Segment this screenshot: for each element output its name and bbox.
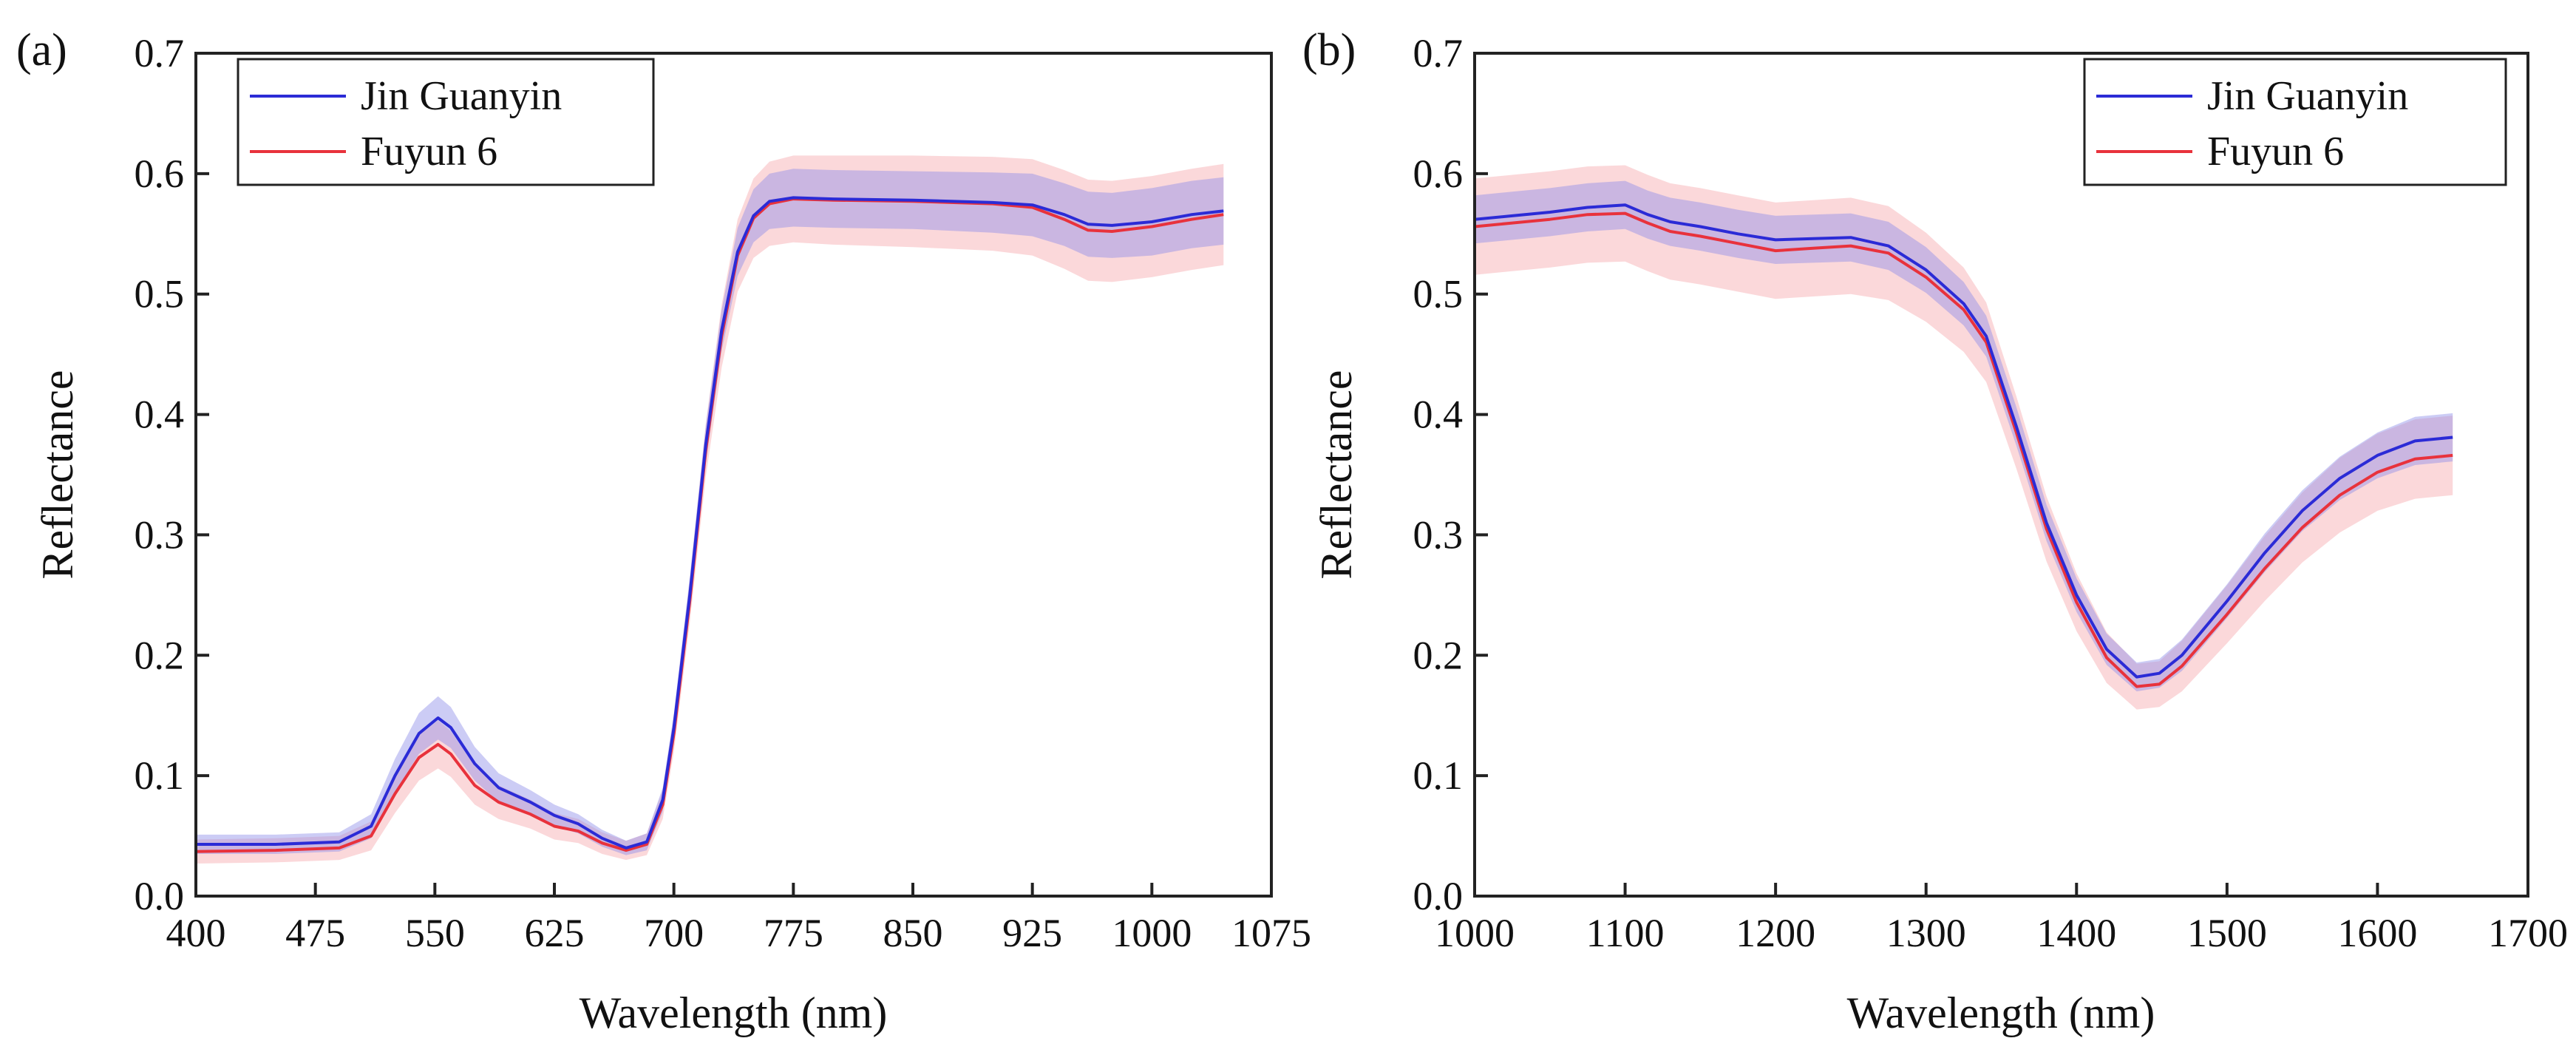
- panel-a-x-axis-title: Wavelength (nm): [580, 989, 888, 1037]
- panel-a-label: (a): [16, 25, 67, 75]
- panel-a-y-tick-label: 0.6: [135, 152, 185, 196]
- panel-a-series-line-fuyun-6: [195, 197, 1224, 853]
- panel-b-x-tick-label: 1100: [1586, 911, 1665, 955]
- panel-a-y-tick-label: 0.1: [135, 753, 185, 798]
- panel-b-band-fuyun-6: [1475, 165, 2453, 710]
- panel-b-y-tick-label: 0.6: [1413, 152, 1464, 196]
- panel-a-band-jin-guanyin: [196, 169, 1224, 855]
- panel-b-y-tick-label: 0.3: [1413, 512, 1464, 557]
- panel-a-lines: [195, 196, 1224, 853]
- panel-a-legend-box: [237, 58, 655, 186]
- panel-b-bands: [1475, 165, 2453, 710]
- panel-a-legend: Jin Guanyin Fuyun 6: [237, 58, 655, 186]
- panel-a-x-ticks: 400 475 550 625 700 775 850 925 1000 1075: [166, 883, 1311, 955]
- panel-b-band-jin-guanyin: [1475, 180, 2453, 692]
- panel-b-y-tick-label: 0.0: [1413, 874, 1464, 918]
- panel-a-y-tick-label: 0.0: [135, 874, 185, 918]
- panel-a-band-fuyun-6: [196, 155, 1224, 864]
- panel-b: (b) 1000 1100 1200 1300 1400 1500 1600 1700 0.0…: [1302, 25, 2568, 1037]
- panel-a-x-tick-label: 475: [285, 911, 345, 955]
- panel-a-series-line-jin-guanyin: [196, 196, 1224, 850]
- panel-b-y-tick-label: 0.1: [1413, 753, 1464, 798]
- panel-a-x-tick-label: 1000: [1112, 911, 1192, 955]
- panel-b-legend: Jin Guanyin Fuyun 6: [2083, 58, 2507, 186]
- panel-b-legend-label-jin-guanyin: Jin Guanyin: [2207, 73, 2408, 119]
- panel-a-bands: [196, 155, 1224, 864]
- panel-b-series-line-fuyun-6: [1474, 211, 2453, 688]
- panel-b-x-tick-label: 1700: [2488, 911, 2568, 955]
- panel-a-x-tick-label: 625: [525, 911, 585, 955]
- panel-a-plot-frame: [194, 52, 1273, 898]
- panel-a-x-tick-label: 400: [166, 911, 226, 955]
- panel-b-x-tick-label: 1000: [1435, 911, 1515, 955]
- panel-a-x-tick-label: 1075: [1231, 911, 1311, 955]
- panel-b-y-tick-label: 0.5: [1413, 272, 1464, 316]
- panel-b-x-ticks: 1000 1100 1200 1300 1400 1500 1600 1700: [1435, 883, 2568, 955]
- panel-b-x-tick-label: 1500: [2187, 911, 2267, 955]
- panel-a-y-ticks: 0.0 0.1 0.2 0.3 0.4 0.5 0.6 0.7: [135, 31, 209, 918]
- panel-a-y-tick-label: 0.3: [135, 512, 185, 557]
- panel-b-lines: [1474, 203, 2453, 688]
- panel-a-x-tick-label: 850: [883, 911, 943, 955]
- panel-b-x-tick-label: 1600: [2337, 911, 2417, 955]
- panel-b-x-tick-label: 1300: [1886, 911, 1966, 955]
- panel-b-y-axis-title: Reflectance: [1312, 370, 1361, 579]
- panel-b-y-tick-label: 0.7: [1413, 31, 1464, 75]
- panel-a-x-tick-label: 925: [1002, 911, 1062, 955]
- panel-a-y-tick-label: 0.5: [135, 272, 185, 316]
- panel-a-legend-label-jin-guanyin: Jin Guanyin: [361, 73, 562, 119]
- panel-a-legend-label-fuyun-6: Fuyun 6: [361, 129, 497, 174]
- panel-b-legend-box: [2083, 58, 2507, 186]
- panel-a-y-tick-label: 0.4: [135, 393, 185, 437]
- panel-a-y-axis-title: Reflectance: [33, 370, 82, 579]
- panel-b-plot-frame: [1473, 52, 2529, 898]
- panel-b-y-ticks: 0.0 0.1 0.2 0.3 0.4 0.5 0.6 0.7: [1413, 31, 1488, 918]
- panel-a-x-tick-label: 775: [764, 911, 823, 955]
- panel-b-x-tick-label: 1400: [2036, 911, 2116, 955]
- panel-b-x-tick-label: 1200: [1736, 911, 1815, 955]
- panel-b-y-tick-label: 0.2: [1413, 633, 1464, 677]
- panel-a-x-tick-label: 700: [644, 911, 704, 955]
- panel-b-y-tick-label: 0.4: [1413, 393, 1464, 437]
- panel-b-label: (b): [1302, 25, 1356, 75]
- panel-b-series-line-jin-guanyin: [1474, 203, 2453, 679]
- panel-a-y-tick-label: 0.7: [135, 31, 185, 75]
- panel-b-legend-label-fuyun-6: Fuyun 6: [2207, 129, 2344, 174]
- panel-b-x-axis-title: Wavelength (nm): [1847, 989, 2155, 1037]
- panel-a-x-tick-label: 550: [405, 911, 465, 955]
- panel-a-y-tick-label: 0.2: [135, 633, 185, 677]
- panel-a: (a) 400 475 550 625 700 775 850 925 1000 1075 0.0…: [16, 25, 1311, 1037]
